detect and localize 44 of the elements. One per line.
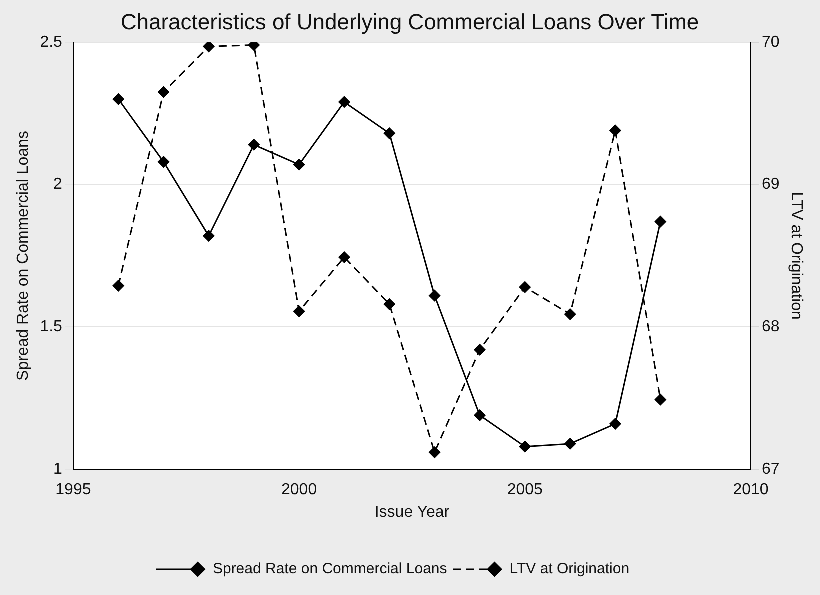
point [203,230,215,242]
point [654,216,666,228]
point [610,418,622,430]
y-tick-label: 2.5 [40,34,63,51]
point [384,128,396,140]
point [429,290,441,302]
point [519,282,531,294]
x-tick-label: 2005 [507,482,544,499]
point [112,94,124,106]
point [158,86,170,98]
point [158,156,170,168]
point [294,159,306,171]
point [294,306,306,318]
x-tick-label: 2010 [733,482,769,499]
legend-label: LTV at Origination [510,560,630,578]
y2-tick-label: 67 [762,461,780,478]
point [112,280,124,292]
point [429,446,441,458]
point [248,42,260,51]
y2-tick-label: 69 [762,176,780,194]
point [610,124,622,136]
point [564,308,576,320]
x-tick-label: 1995 [56,482,92,499]
point [338,252,350,264]
chart-title: Characteristics of Underlying Commercial Loans Over Time [120,9,700,34]
legend-label: Spread Rate on Commercial Loans [212,560,448,578]
point [203,42,215,52]
y2-axis-title: LTV at Origination [788,192,805,320]
x-tick-label: 2000 [282,482,318,499]
point [564,438,576,450]
point [654,394,666,406]
point [384,298,396,310]
y-tick-label: 1 [54,461,63,478]
y2-tick-label: 68 [762,318,780,336]
point [519,441,531,453]
y-tick-label: 1.5 [40,318,63,336]
y-axis-title: Spread Rate on Commercial Loans [15,131,32,381]
point [248,139,260,151]
x-axis-title: Issue Year [374,504,450,521]
point [474,410,486,422]
y2-tick-label: 70 [762,34,780,51]
point [338,96,350,108]
point [474,344,486,356]
y-tick-label: 2 [54,176,63,194]
